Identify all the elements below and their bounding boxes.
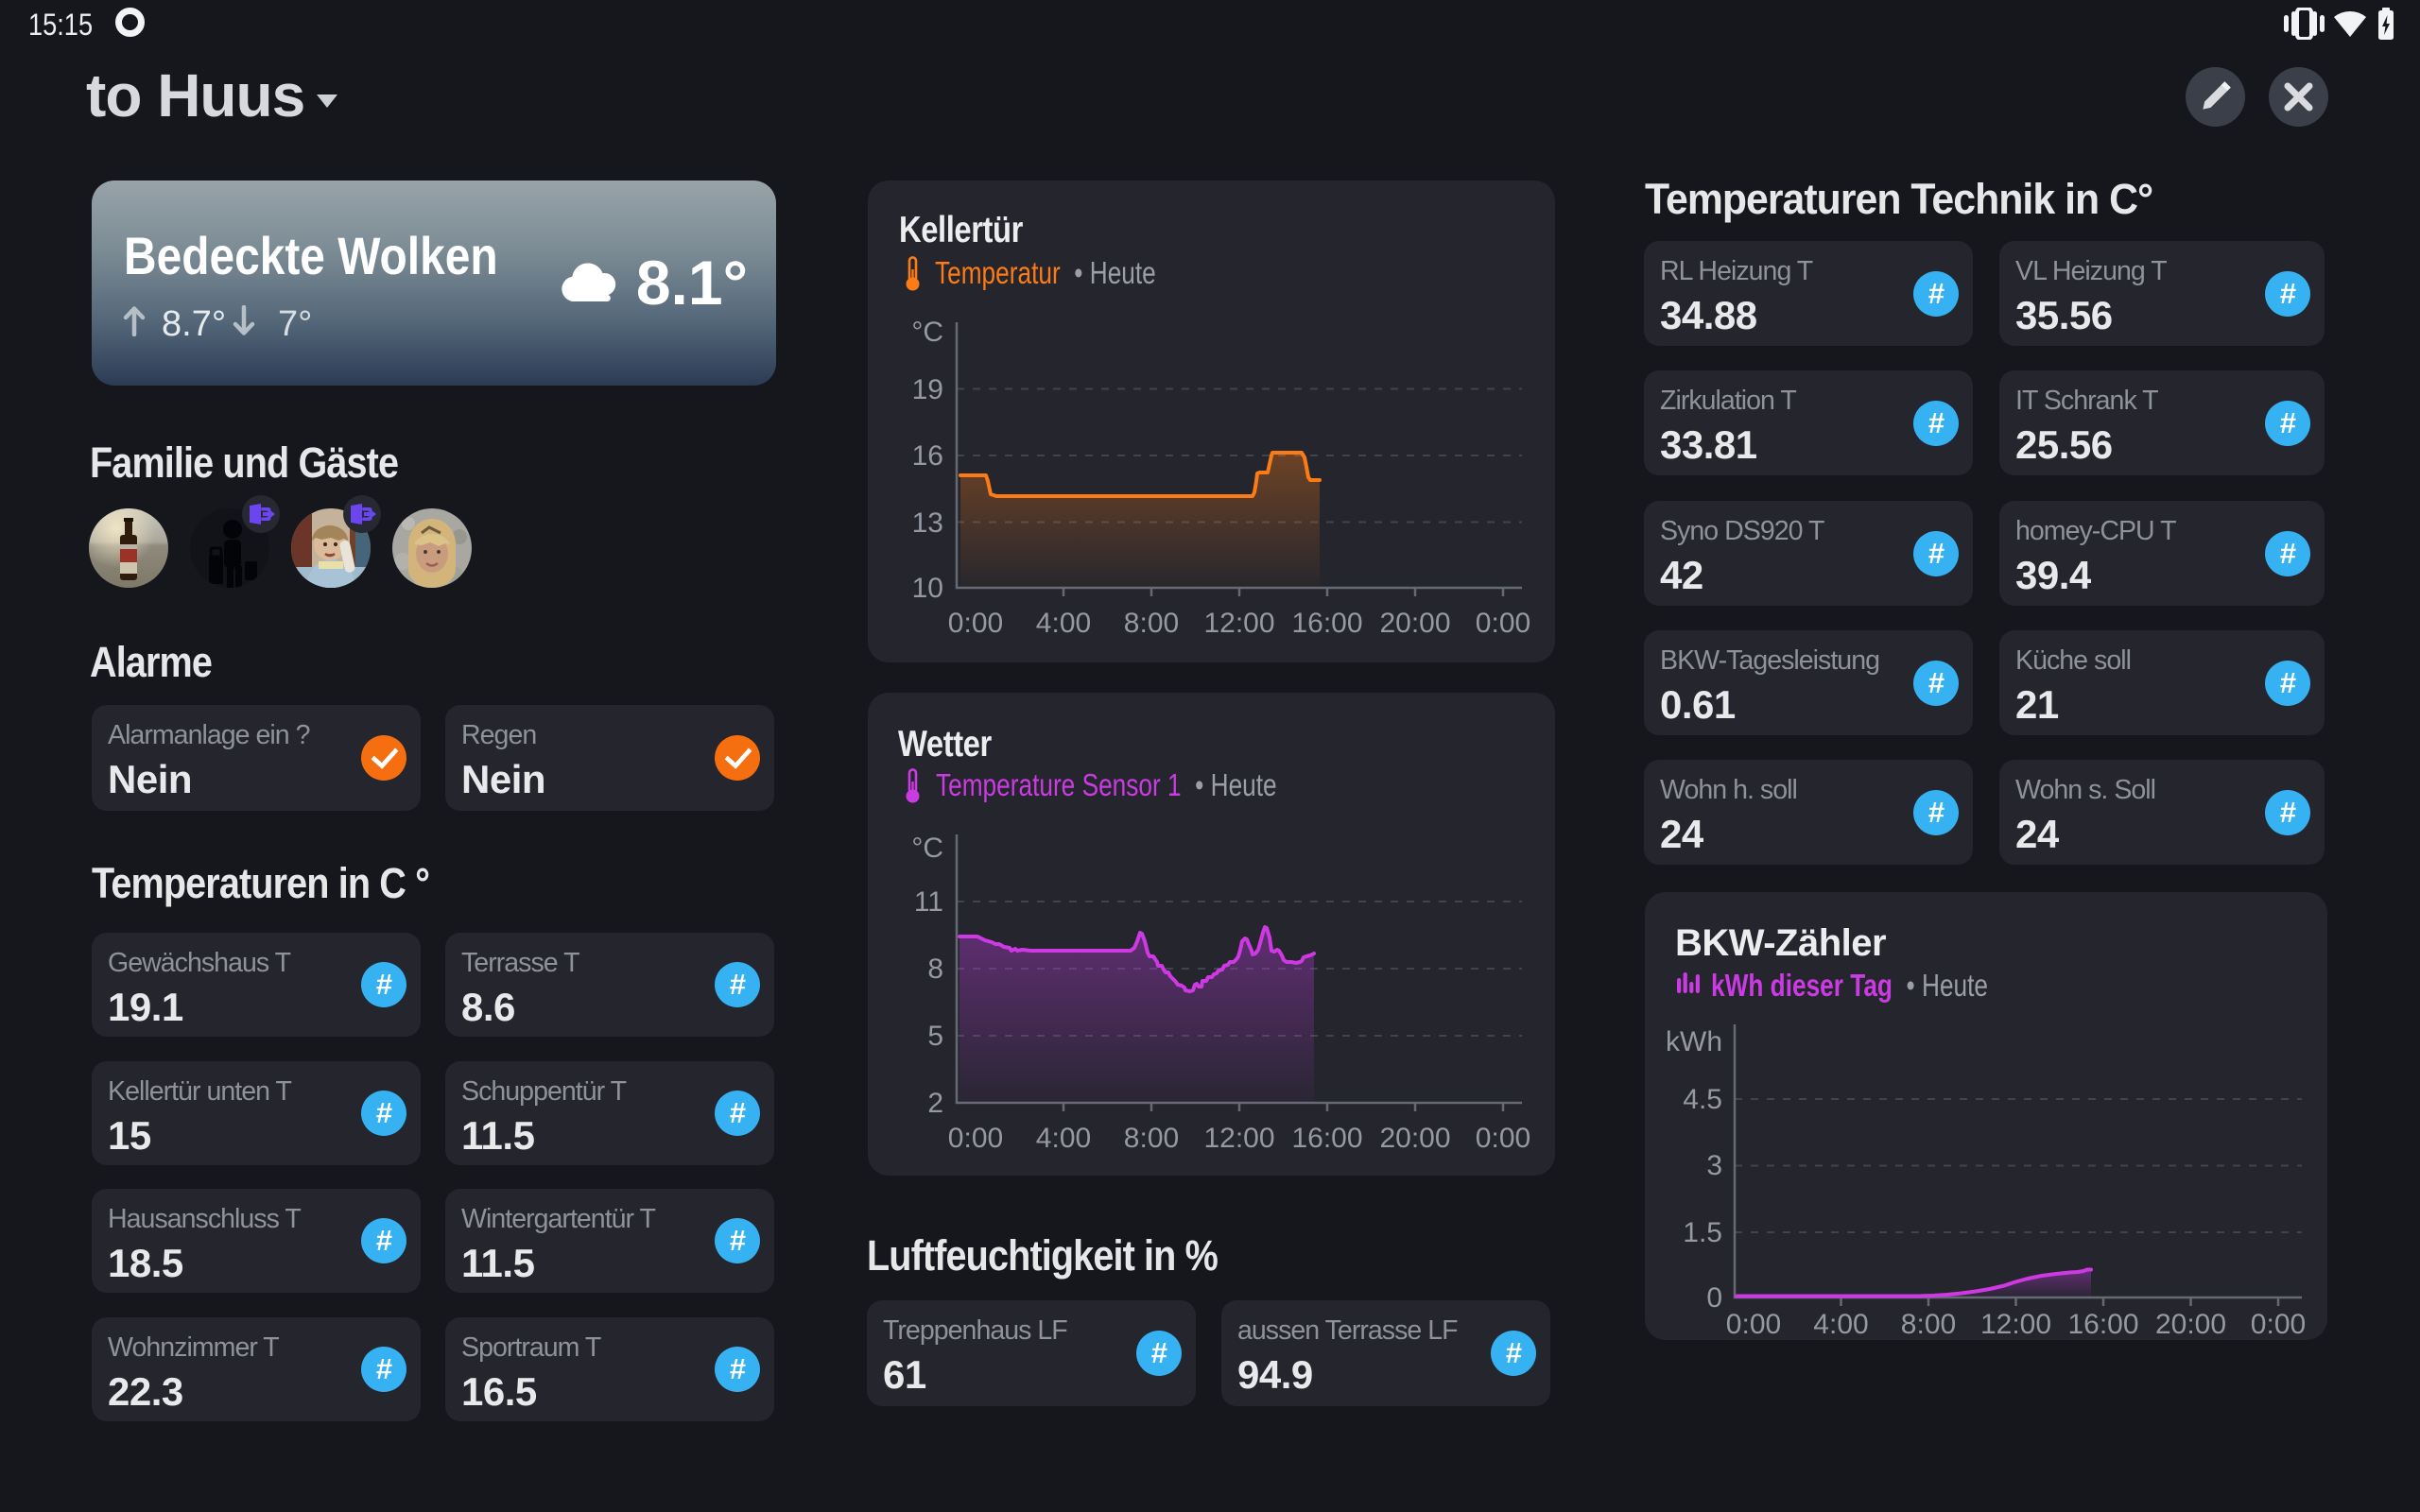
svg-text:4:00: 4:00	[1813, 1309, 1868, 1340]
svg-text:8:00: 8:00	[1901, 1309, 1956, 1340]
svg-text:16:00: 16:00	[2067, 1309, 2138, 1340]
svg-text:4.5: 4.5	[1683, 1084, 1722, 1115]
svg-text:4:00: 4:00	[1036, 608, 1091, 639]
svg-text:8: 8	[927, 954, 943, 985]
svg-text:2: 2	[927, 1088, 943, 1119]
svg-text:20:00: 20:00	[1379, 1123, 1450, 1154]
svg-text:8:00: 8:00	[1124, 1123, 1179, 1154]
svg-text:0:00: 0:00	[1476, 1123, 1530, 1154]
svg-text:8:00: 8:00	[1124, 608, 1179, 639]
svg-text:13: 13	[912, 507, 943, 539]
svg-text:3: 3	[1706, 1150, 1722, 1181]
svg-text:20:00: 20:00	[2155, 1309, 2226, 1340]
svg-text:10: 10	[912, 573, 943, 604]
svg-text:4:00: 4:00	[1036, 1123, 1091, 1154]
svg-text:0:00: 0:00	[1726, 1309, 1781, 1340]
svg-text:0: 0	[1706, 1282, 1722, 1314]
svg-text:°C: °C	[911, 317, 943, 348]
svg-text:12:00: 12:00	[1980, 1309, 2051, 1340]
svg-text:0:00: 0:00	[948, 608, 1003, 639]
svg-text:16:00: 16:00	[1291, 1123, 1362, 1154]
svg-text:16: 16	[912, 440, 943, 472]
svg-text:11: 11	[914, 886, 943, 918]
svg-text:0:00: 0:00	[948, 1123, 1003, 1154]
svg-text:12:00: 12:00	[1203, 1123, 1274, 1154]
svg-text:5: 5	[927, 1021, 943, 1052]
svg-text:kWh: kWh	[1666, 1026, 1722, 1057]
svg-text:19: 19	[912, 374, 943, 405]
svg-text:20:00: 20:00	[1379, 608, 1450, 639]
svg-text:16:00: 16:00	[1291, 608, 1362, 639]
svg-text:°C: °C	[911, 833, 943, 864]
svg-text:0:00: 0:00	[1476, 608, 1530, 639]
svg-text:0:00: 0:00	[2251, 1309, 2306, 1340]
svg-text:1.5: 1.5	[1683, 1217, 1722, 1248]
svg-text:12:00: 12:00	[1203, 608, 1274, 639]
